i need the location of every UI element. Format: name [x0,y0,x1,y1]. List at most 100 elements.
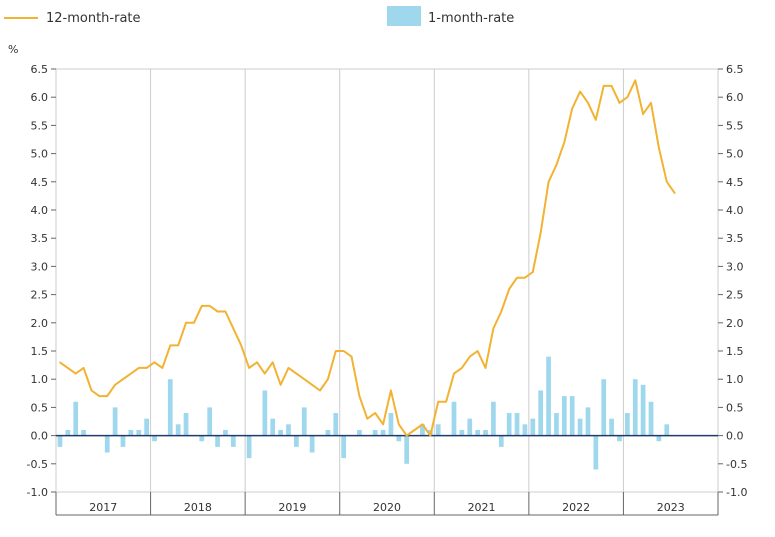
point-12-month-rate [555,164,558,166]
point-12-month-rate [193,322,195,324]
bar-1-month-rate [380,429,386,436]
y-tick-label-right: 1.0 [726,373,744,386]
point-12-month-rate [114,384,116,386]
line-12-month-rate [59,79,676,437]
legend-bar-label: 1-month-rate [428,11,514,26]
bar-1-month-rate [301,407,307,436]
point-12-month-rate [382,423,384,426]
y-tick-label-right: 6.5 [726,63,744,76]
bar-1-month-rate [136,429,142,436]
point-12-month-rate [287,367,290,369]
y-tick-label-left: 0.0 [31,430,49,443]
bar-1-month-rate [577,418,583,436]
point-12-month-rate [650,102,652,104]
y-tick-label-left: 5.5 [31,119,49,132]
y-tick-label-right: 3.5 [726,232,744,245]
point-12-month-rate [98,395,101,397]
grid [51,68,723,493]
bar-series-1-month-rate [57,356,670,470]
x-tick-label-year: 2018 [184,501,212,514]
point-12-month-rate [232,327,235,330]
bar-1-month-rate [396,435,402,442]
point-12-month-rate [665,181,668,183]
bar-1-month-rate [530,418,536,436]
legend-line-label: 12-month-rate [46,11,141,26]
bar-1-month-rate [475,429,480,436]
point-12-month-rate [130,372,132,375]
bar-1-month-rate [459,429,465,436]
y-tick-label-right: 0.0 [726,430,744,443]
point-12-month-rate [390,389,392,392]
bar-1-month-rate [357,429,362,436]
y-tick-label-right: 3.0 [726,260,744,273]
point-12-month-rate [673,192,676,194]
bar-1-month-rate [522,424,528,436]
point-12-month-rate [334,350,337,352]
bar-1-month-rate [112,407,118,436]
line-series-12-month-rate [59,79,676,437]
legend-bar-swatch [387,6,421,26]
y-tick-label-right: -1.0 [726,486,747,499]
bar-1-month-rate [664,424,670,436]
bar-1-month-rate [294,435,299,447]
y-tick-label-right: 6.0 [726,91,744,104]
y-axis-ticks: 6.5 6.5 6.0 6.0 5.5 5.5 5.0 5.0 4.5 4.5 4.0 4.0 3.5 3… [27,63,748,499]
point-12-month-rate [595,118,597,121]
bar-1-month-rate [404,435,410,464]
bar-1-month-rate [57,435,63,447]
y-tick-label-left: 1.5 [31,345,49,358]
x-tick-label-year: 2019 [278,501,306,514]
point-12-month-rate [200,305,203,307]
bar-1-month-rate [325,429,331,436]
point-12-month-rate [524,276,526,279]
point-12-month-rate [327,378,329,381]
bar-1-month-rate [341,435,347,459]
point-12-month-rate [476,350,479,352]
point-12-month-rate [82,367,85,369]
point-12-month-rate [618,102,621,104]
point-12-month-rate [145,367,148,369]
x-axis: 2017 2018 2019 2020 2021 2022 2023 [55,492,719,516]
point-12-month-rate [67,367,69,369]
y-tick-label-left: 6.5 [31,63,49,76]
y-tick-label-left: 3.5 [31,232,49,245]
point-12-month-rate [74,372,77,375]
point-12-month-rate [319,389,321,392]
point-12-month-rate [579,90,581,93]
bar-1-month-rate [183,413,189,436]
x-tick-label-year: 2022 [562,501,590,514]
y-tick-label-left: 2.5 [31,289,49,302]
bar-1-month-rate [601,379,607,436]
bar-1-month-rate [561,396,567,436]
bar-1-month-rate [223,429,228,436]
point-12-month-rate [161,367,164,369]
bar-1-month-rate [144,418,149,436]
bar-1-month-rate [246,435,252,459]
bar-1-month-rate [617,435,622,442]
bar-1-month-rate [451,401,457,436]
point-12-month-rate [208,305,211,307]
point-12-month-rate [405,434,408,437]
bar-1-month-rate [569,396,575,436]
point-12-month-rate [500,310,503,313]
bar-1-month-rate [514,413,520,436]
x-tick-label-year: 2017 [89,501,117,514]
point-12-month-rate [216,310,219,313]
bar-1-month-rate [491,401,496,436]
y-tick-label-left: 0.5 [31,401,49,414]
point-12-month-rate [421,423,424,426]
bar-1-month-rate [167,379,173,436]
bar-1-month-rate [648,401,654,436]
bar-1-month-rate [278,429,283,436]
legend: 12-month-rate 1-month-rate [4,6,514,26]
point-12-month-rate [563,141,566,144]
y-tick-label-left: 2.0 [31,317,49,330]
bar-1-month-rate [333,413,339,436]
point-12-month-rate [539,231,542,234]
y-tick-label-left: 6.0 [31,91,49,104]
point-12-month-rate [429,434,432,437]
bar-1-month-rate [152,435,157,442]
y-tick-label-right: 5.5 [726,119,744,132]
point-12-month-rate [587,102,589,104]
